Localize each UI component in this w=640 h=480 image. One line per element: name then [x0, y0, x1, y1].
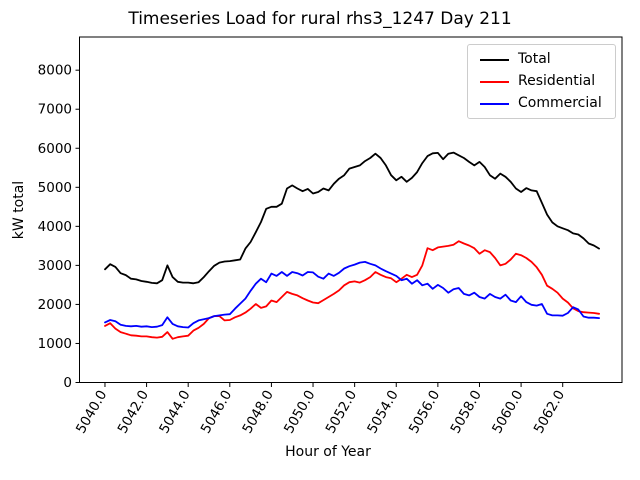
- svg-text:7000: 7000: [38, 102, 72, 118]
- data-lines: [104, 151, 600, 340]
- chart-title: Timeseries Load for rural rhs3_1247 Day …: [128, 9, 512, 29]
- svg-text:5042.0: 5042.0: [115, 388, 152, 437]
- svg-text:5054.0: 5054.0: [364, 388, 401, 437]
- svg-text:1000: 1000: [38, 336, 72, 352]
- svg-text:0: 0: [63, 375, 72, 391]
- legend-label-residential: Residential: [518, 73, 596, 89]
- svg-text:6000: 6000: [38, 141, 72, 157]
- svg-text:8000: 8000: [38, 63, 72, 79]
- svg-text:5000: 5000: [38, 180, 72, 196]
- svg-text:5046.0: 5046.0: [198, 388, 235, 437]
- svg-text:5058.0: 5058.0: [447, 387, 484, 436]
- legend-item-commercial: Commercial: [480, 96, 607, 111]
- commercial-line-swatch: [480, 102, 509, 105]
- residential-line-swatch: [480, 80, 509, 83]
- svg-text:5060.0: 5060.0: [489, 388, 526, 437]
- svg-text:5044.0: 5044.0: [156, 388, 193, 437]
- legend-item-total: Total: [480, 52, 607, 67]
- legend-item-residential: Residential: [480, 74, 607, 89]
- svg-text:5062.0: 5062.0: [531, 388, 568, 437]
- legend-label-total: Total: [518, 51, 551, 67]
- svg-text:5050.0: 5050.0: [281, 388, 318, 437]
- svg-text:5040.0: 5040.0: [73, 388, 110, 437]
- svg-text:4000: 4000: [38, 219, 72, 235]
- y-axis-label: kW total: [11, 180, 27, 240]
- plot-border: [79, 36, 623, 383]
- svg-text:2000: 2000: [38, 297, 72, 313]
- legend-label-commercial: Commercial: [518, 95, 602, 111]
- svg-text:5056.0: 5056.0: [406, 388, 443, 437]
- svg-text:3000: 3000: [38, 258, 72, 274]
- total-line-swatch: [480, 58, 509, 61]
- svg-text:5048.0: 5048.0: [239, 388, 276, 437]
- svg-text:5052.0: 5052.0: [323, 388, 360, 437]
- legend: Total Residential Commercial: [467, 44, 616, 119]
- x-axis-label: Hour of Year: [285, 444, 371, 460]
